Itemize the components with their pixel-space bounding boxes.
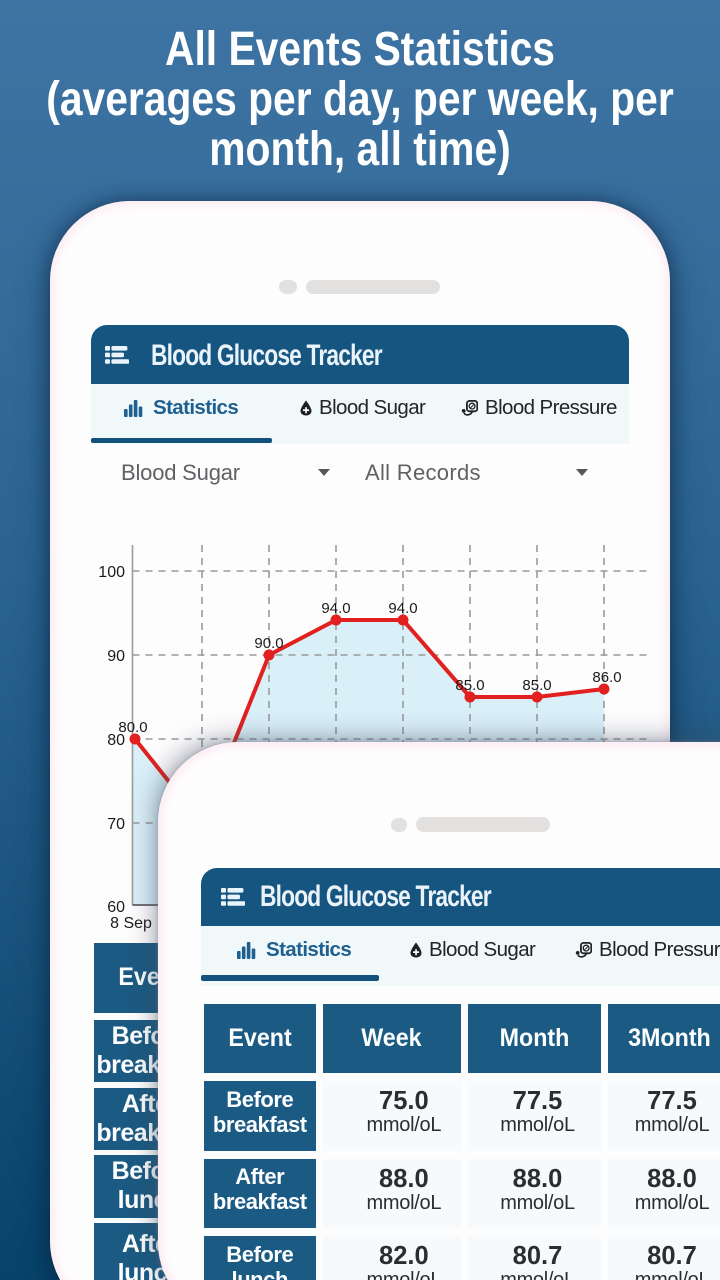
svg-text:80.0: 80.0	[118, 719, 147, 736]
svg-text:85.0: 85.0	[522, 677, 551, 694]
svg-text:94.0: 94.0	[388, 600, 417, 617]
svg-text:80: 80	[107, 732, 125, 749]
svg-text:90.0: 90.0	[254, 635, 283, 652]
svg-text:70: 70	[107, 816, 125, 833]
svg-text:100: 100	[98, 564, 125, 581]
svg-text:60: 60	[107, 899, 125, 916]
svg-text:85.0: 85.0	[455, 677, 484, 694]
svg-text:86.0: 86.0	[592, 669, 621, 686]
svg-text:90: 90	[107, 648, 125, 665]
svg-text:94.0: 94.0	[321, 600, 350, 617]
svg-text:8 Sep: 8 Sep	[110, 915, 152, 932]
